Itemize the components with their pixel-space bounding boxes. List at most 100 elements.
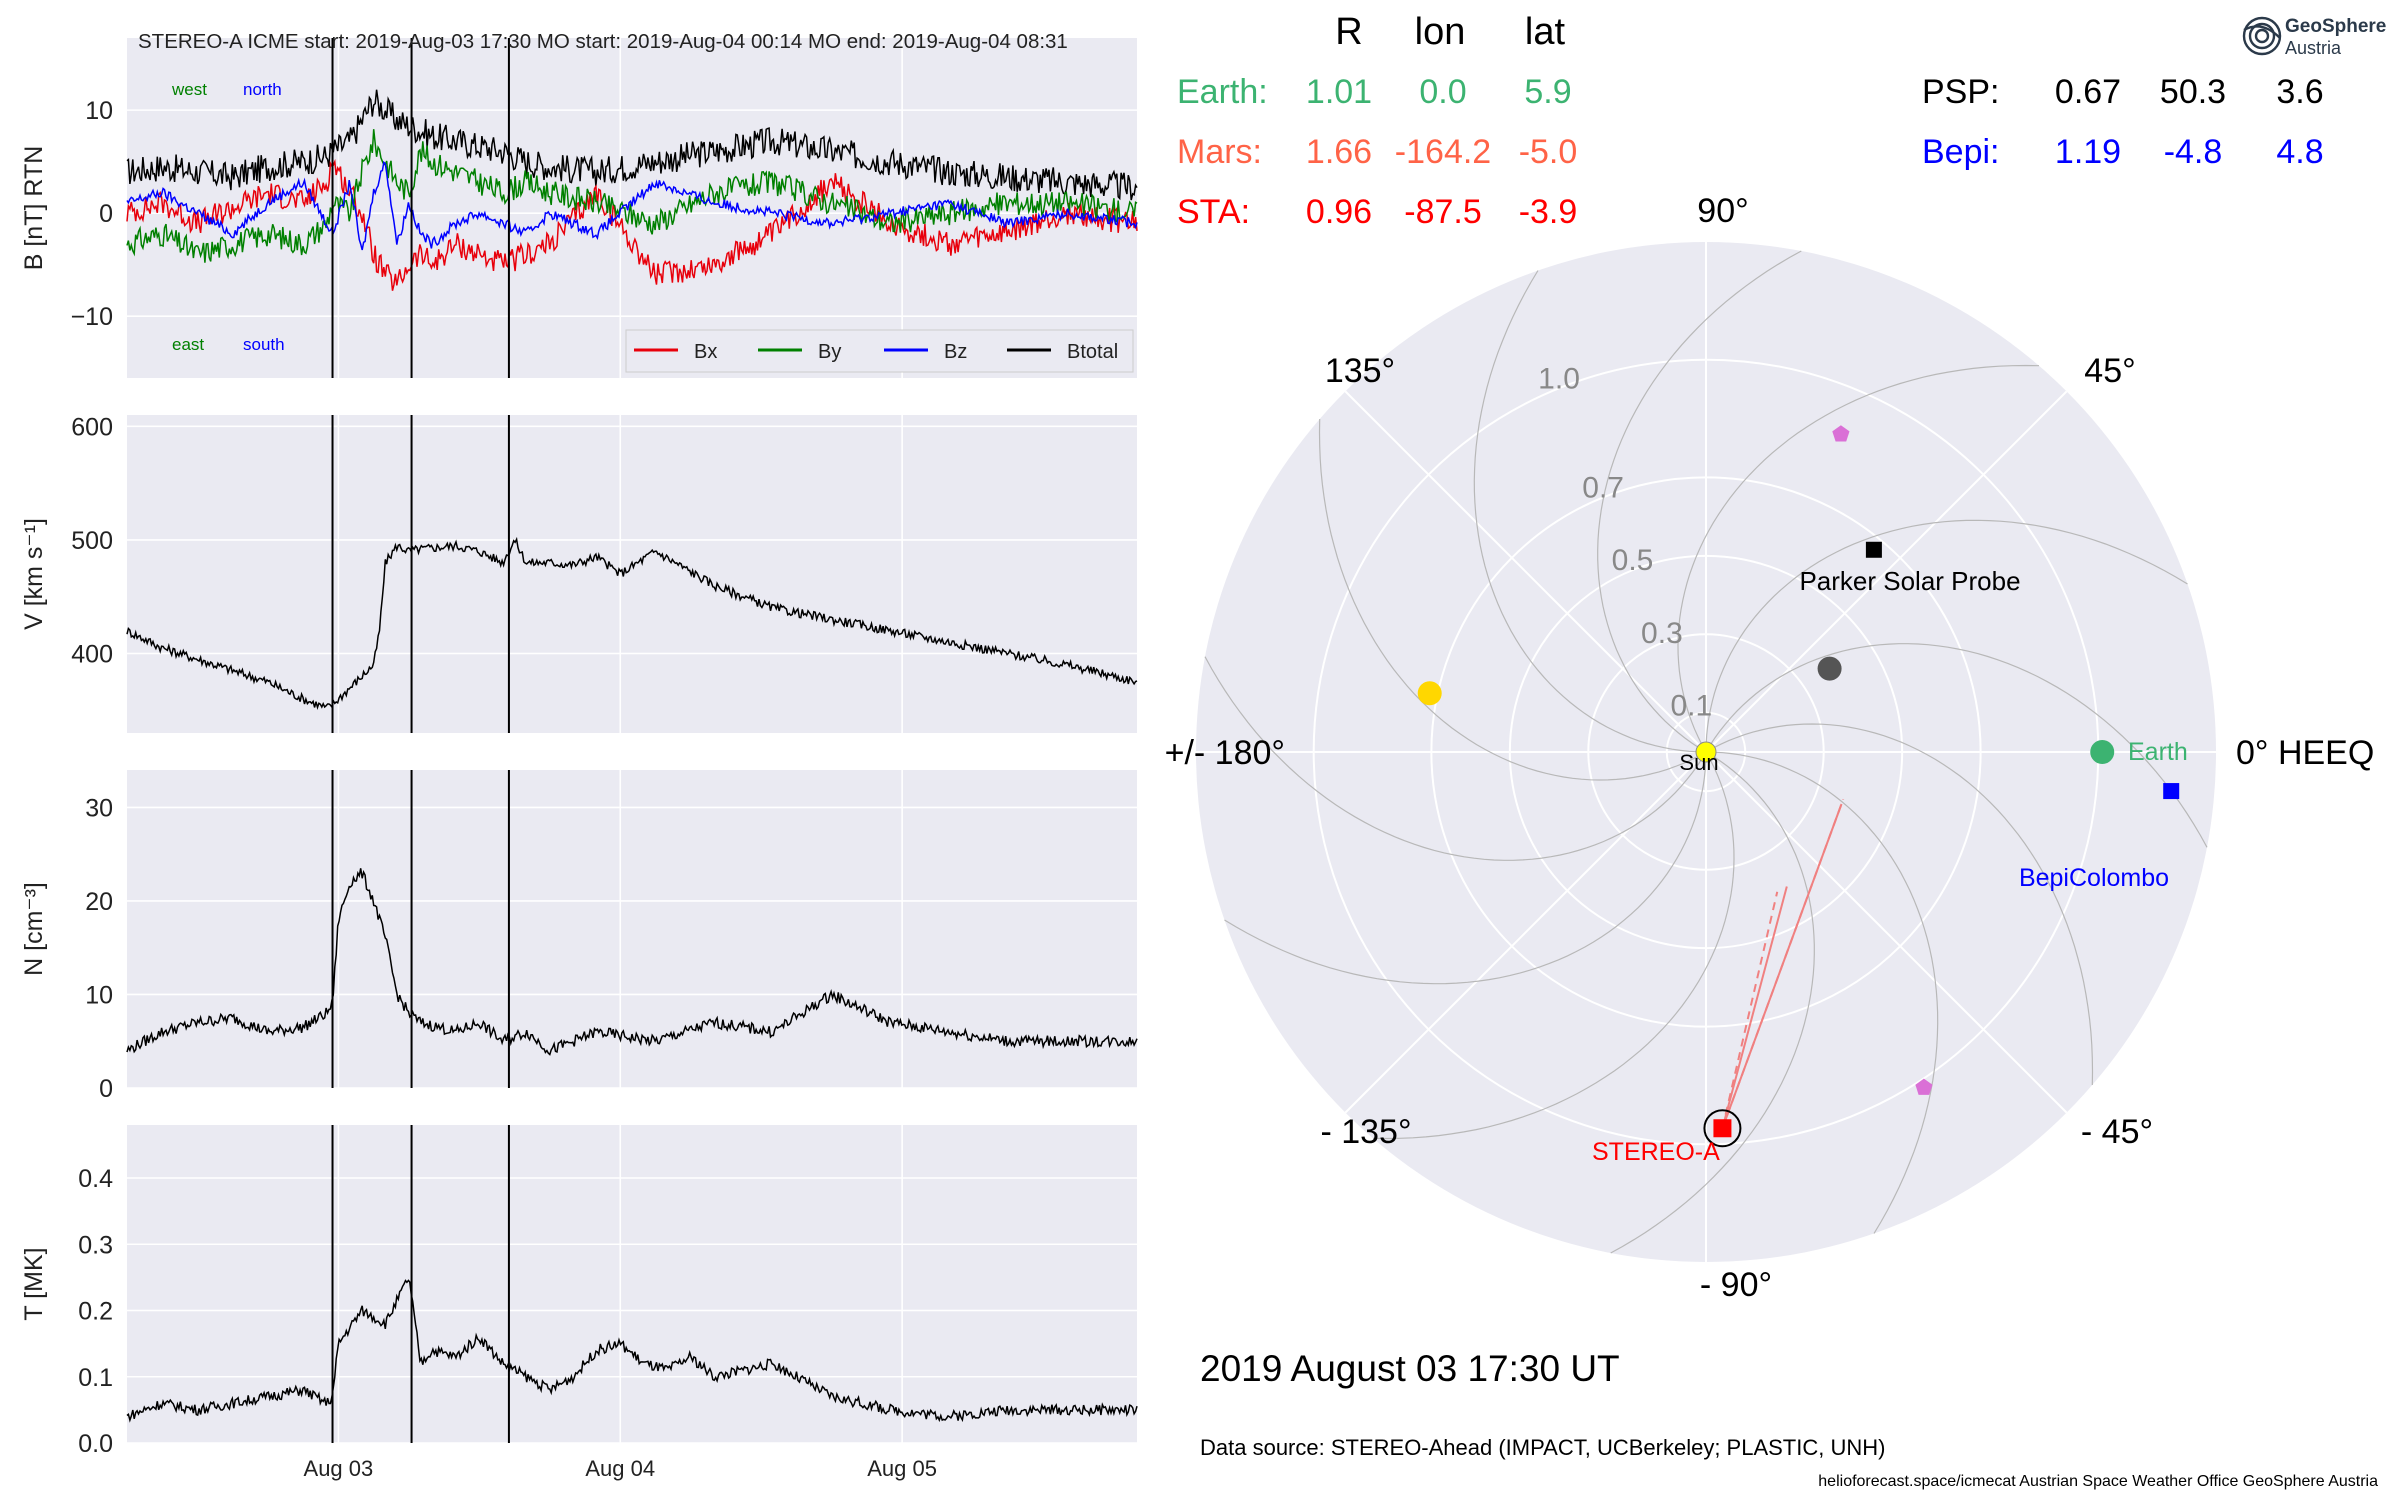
series-v [126,536,1138,710]
y-tick-label: 0.4 [78,1165,113,1193]
angle-label: 135° [1325,352,1395,390]
radial-tick-label: 0.3 [1641,617,1683,650]
angle-label: - 45° [2081,1113,2153,1151]
icme-line [1721,891,1779,1129]
table-row-r: 0.96 [1306,193,1372,231]
panel-speed: 600 500 400 V [km s⁻¹] [20,413,1138,733]
angle-label: - 135° [1320,1113,1411,1151]
table-header-lat: lat [1525,11,1566,53]
logo-icon [2242,16,2282,56]
table-row-lon: -164.2 [1395,133,1491,171]
y-tick-label: −10 [71,303,113,331]
parker-spiral [1372,751,1735,1140]
radial-tick-label: 1.0 [1538,362,1580,395]
y-tick-label: 0 [99,200,113,228]
label-south: south [243,335,285,354]
y-tick-label: 0.0 [78,1430,113,1458]
label-north: north [243,80,282,99]
series-n [126,868,1138,1056]
x-tick-label: Aug 05 [867,1456,937,1481]
panel-temperature: 0.4 0.3 0.2 0.1 0.0 T [MK] [20,1125,1138,1458]
legend-label-bz: Bz [944,341,967,363]
series-bx [126,158,1138,291]
parker-spiral [1597,250,1802,753]
angular-gridline [1705,390,2068,753]
angle-label: - 90° [1700,1266,1772,1304]
legend-label-btotal: Btotal [1067,341,1118,363]
table-row-name: Mars: [1177,133,1262,171]
y-axis-label: T [MK] [20,1247,48,1320]
angular-gridline [1344,390,1707,753]
table-row-lat: 3.6 [2276,73,2323,111]
parker-spiral [1705,519,2188,753]
label-psp: Parker Solar Probe [1799,566,2020,596]
angle-label: 90° [1697,192,1748,230]
label-earth: Earth [2128,738,2188,766]
panel-density: 30 20 10 0 N [cm⁻³] [20,770,1138,1103]
y-tick-label: 30 [85,794,113,822]
series-btotal [126,89,1138,201]
table-row-lon: -4.8 [2164,133,2223,171]
body-stereo-a [1713,1119,1732,1138]
angle-label: +/- 180° [1165,734,1285,772]
logo-line1: GeoSphere [2285,16,2386,37]
label-stereo: STEREO-A [1592,1138,1720,1166]
label-bepi: BepiColombo [2019,864,2169,892]
parker-spiral [1705,643,2208,848]
table-row-r: 1.01 [1306,73,1372,111]
table-row-r: 0.67 [2055,73,2121,111]
label-east: east [172,335,204,354]
parker-spiral [1224,751,1707,985]
y-tick-label: 0.3 [78,1231,113,1259]
legend-label-bx: Bx [694,341,717,363]
icme-line [1721,798,1845,1129]
table-header-lon: lon [1415,11,1466,53]
y-axis-label: N [cm⁻³] [20,882,48,976]
series-bz [126,160,1138,251]
parker-spiral [1610,751,1815,1254]
body-juno [1915,1078,1933,1095]
geosphere-logo: GeoSphere Austria [2242,16,2386,58]
y-tick-label: 0.1 [78,1364,113,1392]
x-tick-label: Aug 04 [585,1456,655,1481]
series-t [126,1279,1138,1423]
table-row-lat: 5.9 [1524,73,1571,111]
body-earth [2090,740,2115,764]
footer-credits: helioforecast.space/icmecat Austrian Spa… [1818,1473,2378,1490]
x-tick-label: Aug 03 [304,1456,374,1481]
table-row-name: STA: [1177,193,1250,231]
position-table: R lon lat Earth: 1.01 0.0 5.9 Mars: 1.66 -164.… [1177,11,2324,231]
y-tick-label: 0.2 [78,1298,113,1326]
body-mercury [1817,656,1842,681]
body-parker-solar-probe [1865,541,1882,558]
y-tick-label: 600 [71,413,113,441]
parker-spiral [1318,418,1707,781]
table-row-name: Earth: [1177,73,1268,111]
table-row-name: PSP: [1922,73,1999,111]
parker-spiral [1473,270,1707,753]
parker-spiral [1677,364,2040,753]
table-row-lon: -87.5 [1404,193,1482,231]
radial-tick-label: 0.1 [1670,690,1712,723]
label-sun: Sun [1679,750,1718,775]
y-axis-label: V [km s⁻¹] [20,518,48,630]
y-tick-label: 10 [85,97,113,125]
polar-plot: 0.1 0.3 0.5 0.7 1.0 90° 45° 0° HEEQ - 45° - 90° - … [1165,192,2375,1304]
series-by [126,129,1138,263]
plot-area [127,415,1137,733]
table-row-name: Bepi: [1922,133,2000,171]
radial-tick-label: 0.7 [1582,471,1624,504]
body-sun [1695,741,1717,763]
parker-spiral [1705,751,1939,1234]
angular-gridline [1705,751,2068,1114]
y-tick-label: 20 [85,888,113,916]
table-row-lat: 4.8 [2276,133,2323,171]
y-tick-label: 10 [85,981,113,1009]
table-rows: Earth: 1.01 0.0 5.9 Mars: 1.66 -164.2 -5.0 STA: 0… [1177,73,2324,231]
y-tick-label: 500 [71,527,113,555]
panel-magnetic-field: 10 0 −10 B [nT] RTN [20,38,1138,378]
body-solo [1832,425,1850,442]
logo-line2: Austria [2285,38,2342,58]
table-row-lon: 50.3 [2160,73,2226,111]
